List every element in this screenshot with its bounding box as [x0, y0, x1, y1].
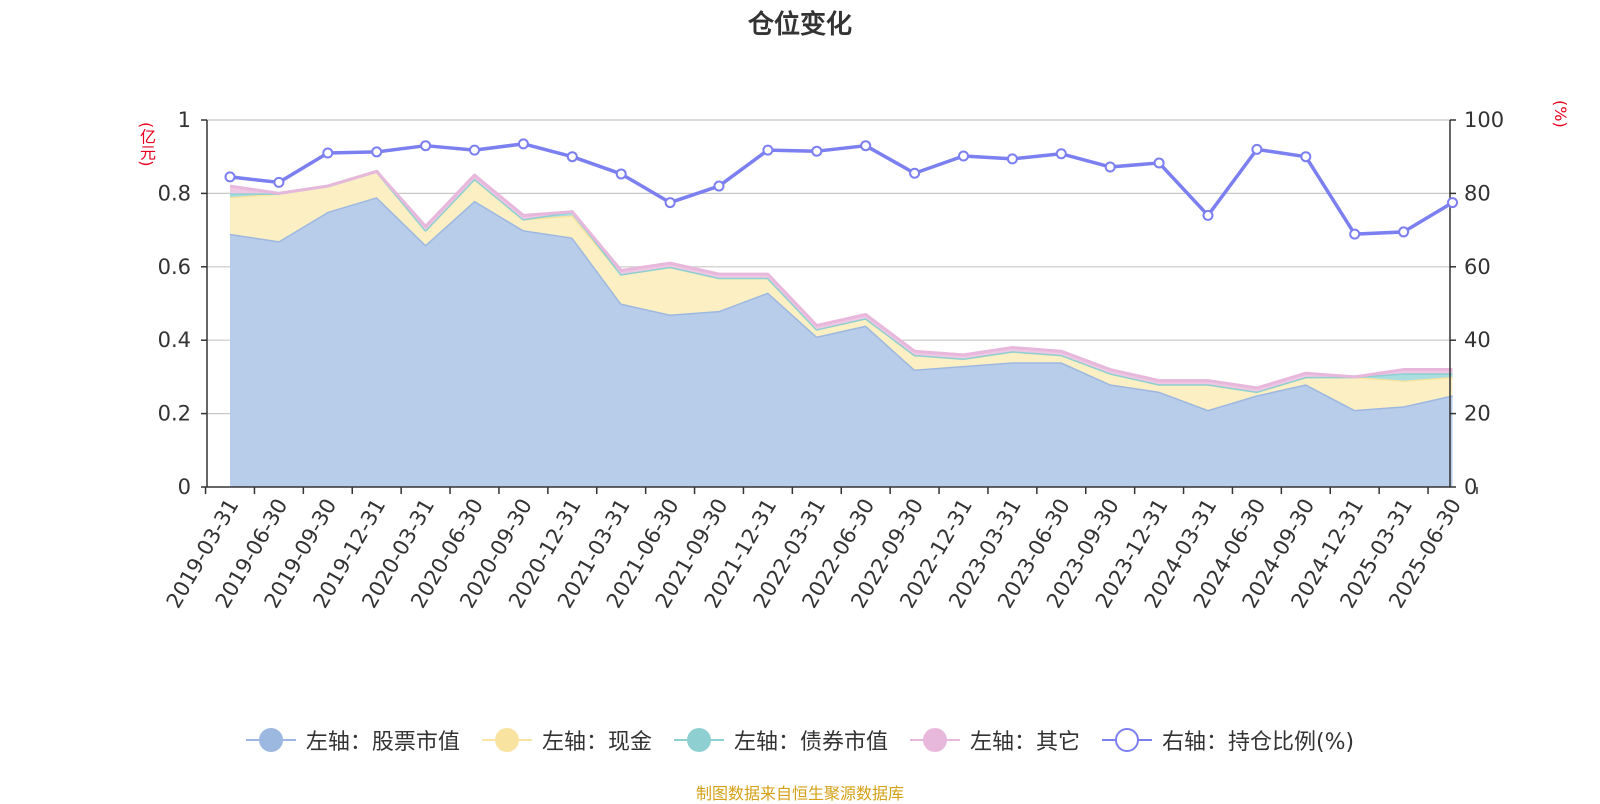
ratio-point-13: [860, 140, 872, 152]
ratio-point-4: [420, 140, 432, 152]
ratio-point-2: [322, 147, 334, 159]
ratio-point-14: [909, 167, 921, 179]
data-source-note: 制图数据来自恒生聚源数据库: [695, 784, 904, 803]
legend-label-3: 左轴：其它: [969, 730, 1080, 755]
right-tick-label-5: 100: [1464, 108, 1504, 132]
chart-title: 仓位变化: [747, 10, 852, 40]
left-tick-label-0: 0: [178, 475, 191, 499]
legend-dot-2: [686, 728, 711, 752]
ratio-point-19: [1153, 157, 1165, 169]
area-series-0: [230, 197, 1453, 487]
legend-marker-4: [1101, 727, 1152, 753]
ratio-point-3: [371, 146, 383, 158]
ratio-point-17: [1055, 148, 1067, 160]
legend-item-3[interactable]: 左轴：其它: [909, 724, 1080, 756]
ratio-point-24: [1398, 226, 1410, 238]
legend-item-0[interactable]: 左轴：股票市值: [245, 724, 460, 756]
left-tick-label-1: 0.2: [158, 402, 191, 426]
ratio-point-9: [664, 197, 676, 209]
legend-dot-1: [494, 728, 519, 752]
ratio-point-16: [1006, 153, 1018, 165]
legend-dot-3: [922, 728, 947, 752]
ratio-point-8: [615, 168, 627, 180]
right-tick-label-4: 80: [1464, 181, 1491, 205]
ratio-point-15: [958, 150, 969, 162]
ratio-point-21: [1251, 143, 1263, 155]
right-tick-label-1: 20: [1464, 402, 1491, 426]
ratio-point-11: [762, 144, 774, 156]
ratio-point-23: [1349, 228, 1361, 240]
legend-item-4[interactable]: 右轴：持仓比例(%): [1101, 724, 1355, 756]
ratio-point-0: [224, 171, 236, 183]
chart-legend: 左轴：股票市值 左轴：现金 左轴：债券市值 左轴：其它 右轴：持仓比例(%): [0, 722, 1600, 758]
right-tick-label-2: 40: [1464, 328, 1491, 352]
legend-label-0: 左轴：股票市值: [305, 730, 460, 755]
left-tick-label-4: 0.8: [158, 181, 191, 205]
ratio-point-22: [1300, 151, 1312, 163]
ratio-point-25: [1447, 197, 1458, 209]
left-tick-label-5: 1: [178, 108, 191, 132]
ratio-point-1: [273, 176, 285, 188]
legend-marker-1: [481, 727, 532, 753]
ratio-point-5: [469, 144, 480, 156]
legend-marker-3: [909, 727, 960, 753]
area-series-1: [230, 171, 1453, 410]
legend-label-2: 左轴：债券市值: [733, 730, 888, 755]
left-tick-label-3: 0.6: [158, 255, 191, 279]
right-axis-unit-label: (%): [1551, 100, 1570, 128]
ratio-line: [229, 142, 1454, 236]
legend-marker-0: [245, 727, 296, 753]
right-tick-label-0: 0: [1464, 475, 1477, 499]
ratio-point-10: [713, 180, 725, 192]
legend-label-1: 左轴：现金: [541, 730, 652, 755]
legend-marker-2: [673, 727, 724, 753]
ratio-point-12: [811, 145, 823, 157]
ratio-point-7: [566, 151, 578, 163]
right-tick-label-3: 60: [1464, 255, 1491, 279]
area-line-series-3: [229, 169, 1453, 390]
ratio-point-20: [1202, 209, 1214, 221]
legend-label-4: 右轴：持仓比例(%): [1161, 730, 1355, 755]
left-axis-unit-label: (亿元): [137, 122, 156, 167]
legend-item-2[interactable]: 左轴：债券市值: [673, 724, 888, 756]
ratio-point-6: [517, 138, 529, 150]
legend-dot-4: [1114, 728, 1139, 752]
legend-item-1[interactable]: 左轴：现金: [481, 724, 652, 756]
ratio-point-18: [1104, 161, 1116, 173]
left-tick-label-2: 0.4: [158, 328, 191, 352]
legend-dot-0: [258, 728, 283, 752]
